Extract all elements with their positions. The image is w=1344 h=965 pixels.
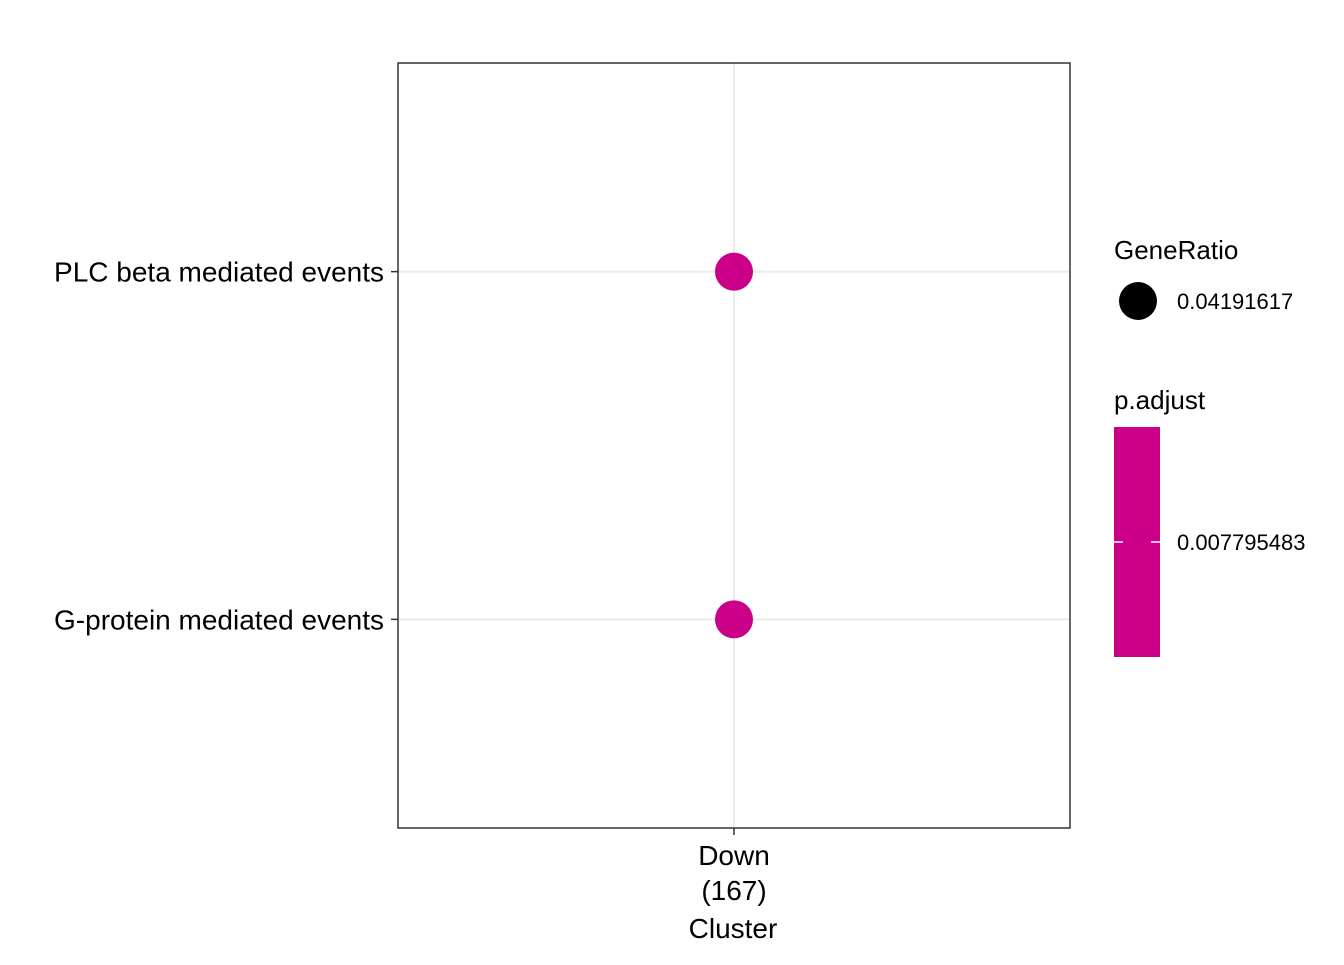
- x-tick-count-label: (167): [701, 875, 766, 906]
- legend-size-key: [1119, 282, 1157, 320]
- y-axis: G-protein mediated events PLC beta mediat…: [54, 257, 398, 635]
- y-tick-label: PLC beta mediated events: [54, 257, 384, 288]
- data-points: [715, 252, 753, 639]
- x-axis-title: Cluster: [689, 913, 778, 944]
- x-tick-label: Down: [698, 840, 770, 871]
- legend-p-adjust: p.adjust 0.007795483: [1114, 385, 1305, 657]
- legend-generatio: GeneRatio 0.04191617: [1114, 235, 1293, 320]
- colorbar-tick-label: 0.007795483: [1177, 530, 1305, 555]
- legend-size-title: GeneRatio: [1114, 235, 1238, 265]
- data-point: [715, 252, 753, 291]
- y-tick-label: G-protein mediated events: [54, 604, 384, 635]
- x-axis: Down (167): [698, 828, 770, 906]
- legend-size-label: 0.04191617: [1177, 289, 1293, 314]
- data-point: [715, 600, 753, 639]
- legend-color-title: p.adjust: [1114, 385, 1206, 415]
